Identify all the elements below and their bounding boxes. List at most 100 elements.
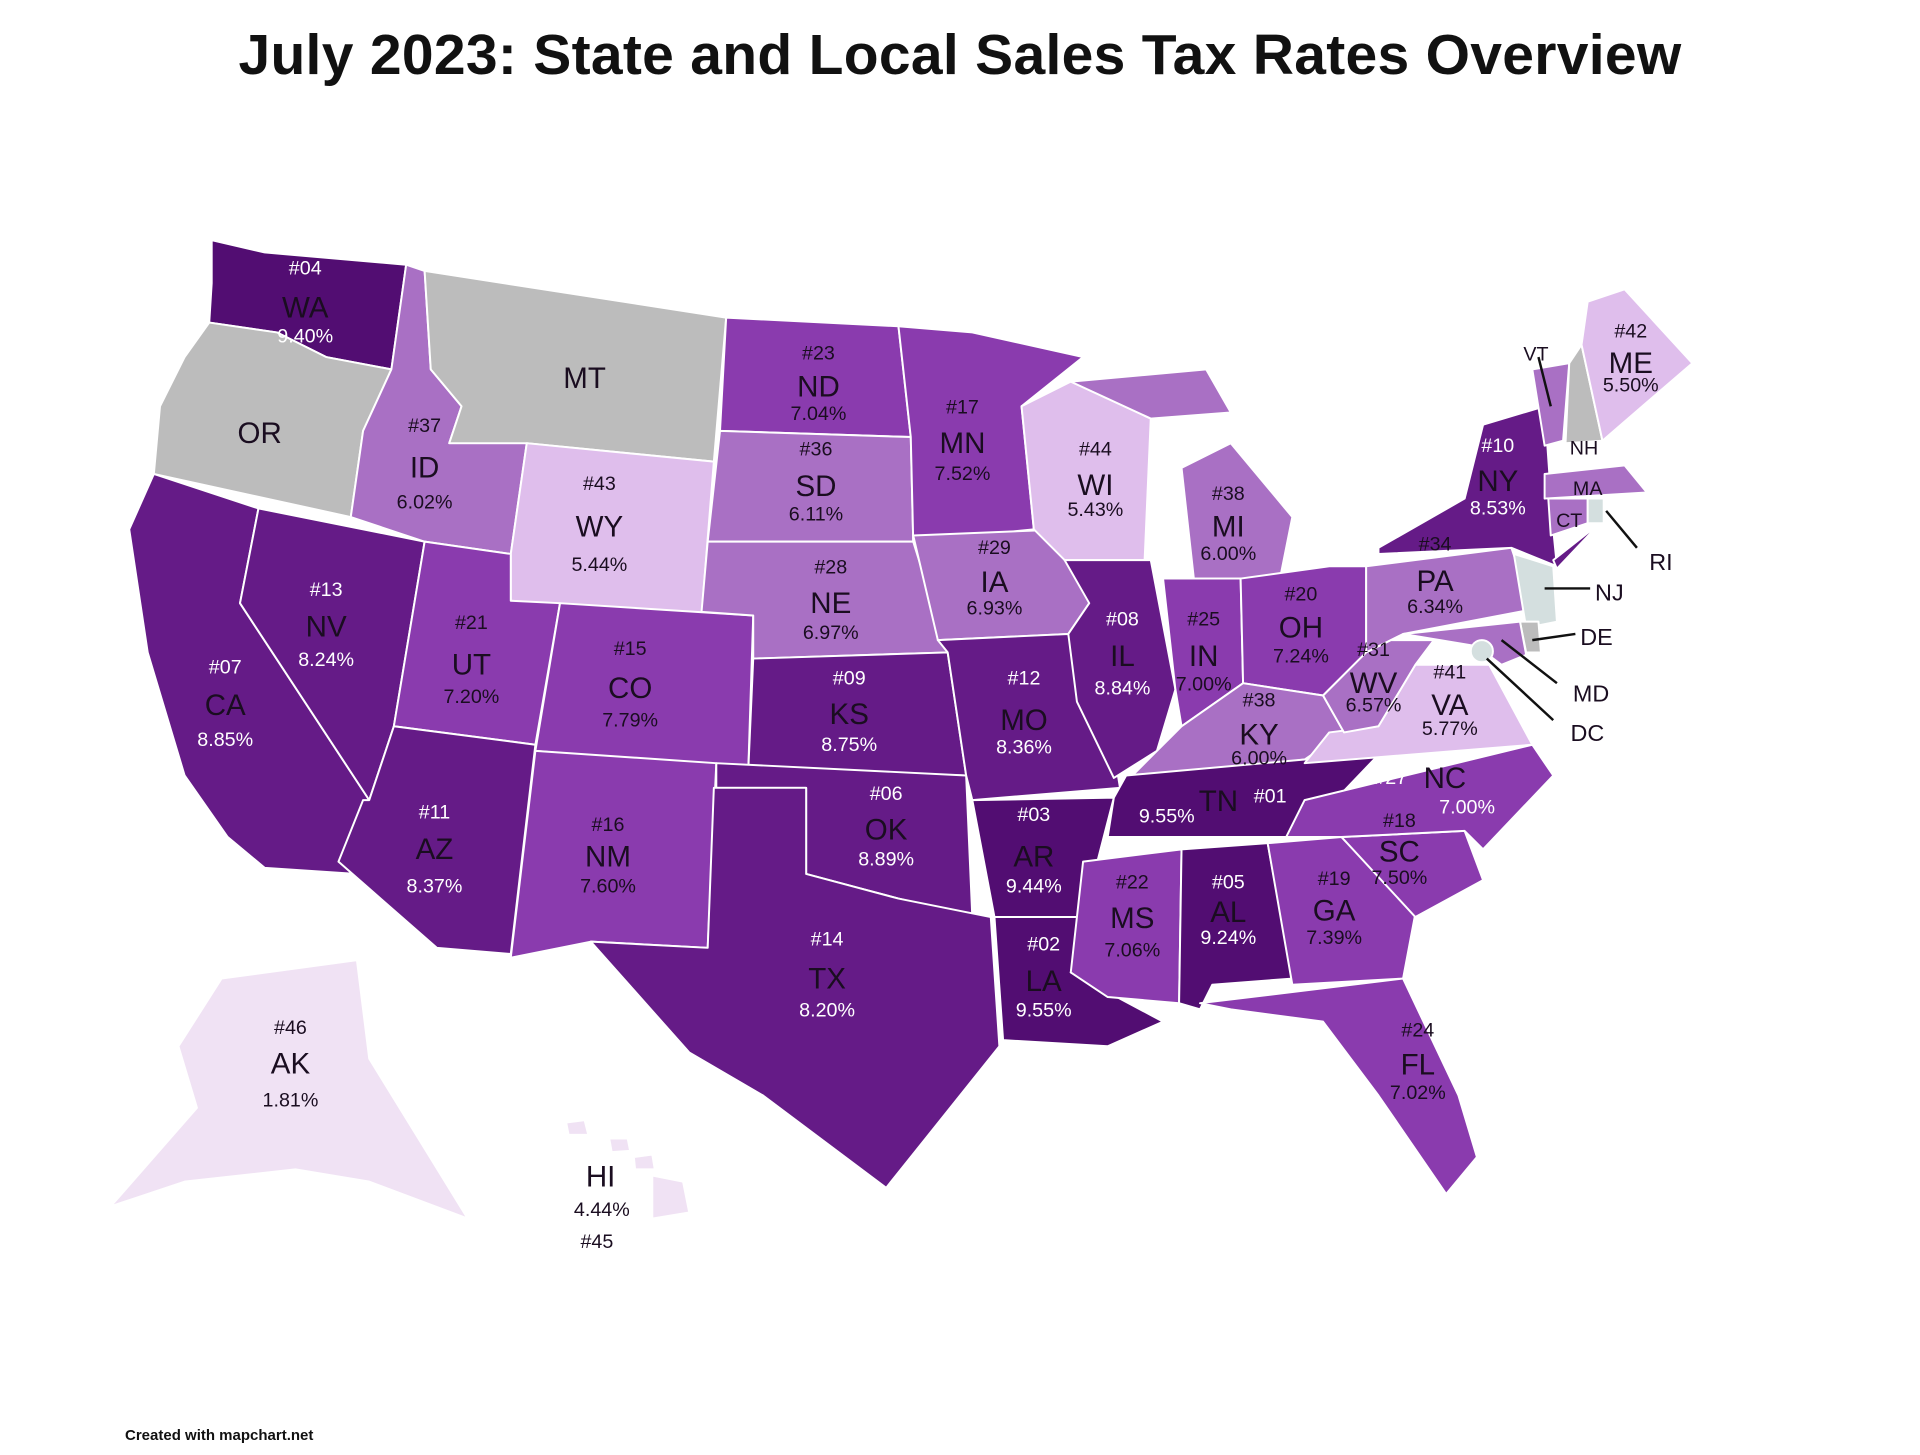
state-hi[interactable]	[565, 1119, 691, 1220]
state-ga[interactable]	[1266, 836, 1417, 986]
state-rate-label: 6.11%	[789, 504, 843, 526]
state-abbr-label: AK	[271, 1047, 311, 1080]
state-rate-label: 4.44%	[574, 1199, 630, 1221]
state-rank-label: #41	[1433, 661, 1466, 683]
state-abbr-label: GA	[1313, 895, 1356, 928]
state-rate-label: 8.20%	[799, 1000, 855, 1022]
state-rank-label: #12	[1008, 667, 1041, 689]
state-shape[interactable]	[589, 786, 1001, 1189]
state-rate-label: 6.00%	[1200, 543, 1256, 565]
state-abbr-label: NV	[306, 610, 347, 643]
state-rate-label: 8.36%	[996, 736, 1052, 758]
state-ny[interactable]	[1377, 405, 1601, 570]
state-shape[interactable]	[1512, 552, 1558, 629]
state-rank-label: #44	[1079, 439, 1112, 461]
state-abbr-label: DC	[1570, 720, 1604, 746]
state-me[interactable]	[1580, 288, 1694, 442]
state-abbr-label: ND	[797, 370, 840, 403]
state-abbr-label: WI	[1077, 469, 1113, 502]
state-rate-label: 7.06%	[1104, 939, 1160, 961]
leader-line	[1532, 632, 1576, 642]
state-rate-label: 9.55%	[1016, 1000, 1072, 1022]
state-abbr-label: IN	[1189, 640, 1219, 673]
state-shape[interactable]	[1285, 743, 1555, 851]
state-rate-label: 5.44%	[571, 554, 627, 576]
state-shape[interactable]	[632, 1153, 656, 1171]
leader-line	[1537, 356, 1552, 407]
state-rank-label: #25	[1187, 608, 1220, 630]
state-rate-label: 8.75%	[821, 734, 877, 756]
state-abbr-label: LA	[1026, 965, 1062, 998]
state-nc[interactable]	[1285, 743, 1555, 851]
state-abbr-label: PA	[1416, 565, 1453, 598]
state-shape[interactable]	[651, 1174, 691, 1220]
state-nj[interactable]	[1512, 552, 1558, 629]
state-md[interactable]	[1402, 620, 1528, 666]
state-shape[interactable]	[1586, 497, 1605, 525]
state-rank-label: #04	[289, 258, 322, 280]
state-shape[interactable]	[1180, 442, 1294, 580]
state-rank-label: #43	[583, 473, 616, 495]
state-rank-label: #31	[1357, 639, 1390, 661]
state-rate-label: 7.24%	[1273, 645, 1329, 667]
state-shape[interactable]	[608, 1137, 632, 1154]
state-shape[interactable]	[1543, 464, 1648, 500]
state-rank-label: #37	[408, 415, 441, 437]
state-rate-label: 7.02%	[1390, 1082, 1446, 1104]
state-rank-label: #16	[592, 814, 625, 836]
state-shape[interactable]	[109, 959, 469, 1220]
map-title: July 2023: State and Local Sales Tax Rat…	[238, 23, 1682, 87]
state-rank-label: #22	[1116, 872, 1149, 894]
state-shape[interactable]	[1552, 522, 1601, 570]
state-shape[interactable]	[1199, 977, 1478, 1195]
state-shape[interactable]	[1069, 368, 1232, 420]
state-rate-label: 9.44%	[1006, 875, 1062, 897]
state-abbr-label: ME	[1609, 347, 1653, 380]
state-abbr-label: MO	[1000, 704, 1048, 737]
state-shape[interactable]	[565, 1119, 590, 1136]
state-rate-label: 7.52%	[935, 463, 991, 485]
state-shape[interactable]	[1469, 639, 1494, 664]
state-ri[interactable]	[1586, 497, 1605, 525]
state-abbr-label: MN	[940, 427, 986, 460]
state-abbr-label: CT	[1556, 510, 1582, 532]
leader-line	[1605, 510, 1638, 549]
state-shape[interactable]	[1377, 405, 1558, 568]
state-rank-label: #28	[814, 557, 847, 579]
state-abbr-label: OR	[238, 417, 282, 450]
state-fl[interactable]	[1199, 977, 1478, 1195]
state-abbr-label: IA	[981, 566, 1009, 599]
state-rank-label: #17	[946, 397, 979, 419]
state-pa[interactable]	[1365, 546, 1534, 654]
state-shape[interactable]	[1580, 288, 1694, 442]
state-shape[interactable]	[1063, 559, 1177, 779]
state-rank-label: #08	[1106, 608, 1139, 630]
state-abbr-label: MS	[1110, 902, 1154, 935]
leader-line	[1500, 639, 1558, 685]
state-abbr-label: OK	[865, 814, 908, 847]
state-abbr-label: MA	[1573, 478, 1603, 500]
state-rate-label: 5.43%	[1067, 499, 1123, 521]
state-rate-label: 8.85%	[197, 729, 253, 751]
state-rate-label: 7.50%	[1371, 867, 1427, 889]
state-rate-label: 8.53%	[1470, 498, 1526, 520]
state-abbr-label: TX	[808, 962, 846, 995]
state-tx[interactable]	[589, 786, 1001, 1189]
state-rank-label: #23	[802, 343, 835, 365]
state-rate-label: 6.02%	[397, 491, 453, 513]
state-ak[interactable]	[109, 959, 469, 1220]
state-ma[interactable]	[1543, 464, 1648, 500]
state-shape[interactable]	[1365, 546, 1534, 654]
state-shape[interactable]	[1069, 848, 1183, 1005]
state-abbr-label: NY	[1477, 465, 1518, 498]
state-rate-label: 7.60%	[580, 875, 636, 897]
state-il[interactable]	[1063, 559, 1177, 779]
state-mi[interactable]	[1069, 368, 1294, 580]
state-shape[interactable]	[1402, 620, 1528, 666]
state-rate-label: 6.34%	[1407, 596, 1463, 618]
state-rank-label: #46	[274, 1017, 307, 1039]
state-dc[interactable]	[1469, 639, 1494, 664]
state-ms[interactable]	[1069, 848, 1183, 1005]
state-shape[interactable]	[1266, 836, 1417, 986]
